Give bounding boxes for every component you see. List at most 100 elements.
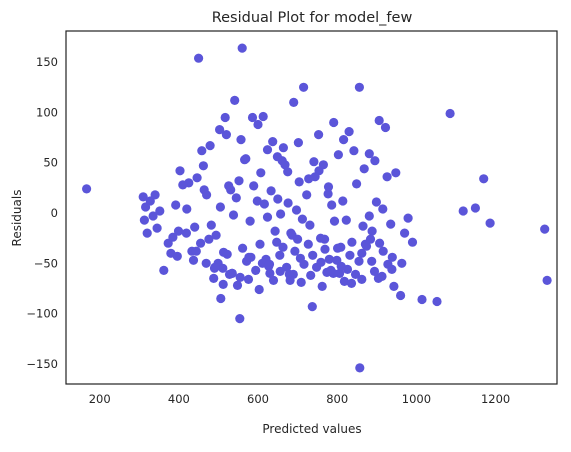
data-point — [540, 224, 550, 234]
data-point — [159, 265, 169, 275]
data-point — [272, 237, 282, 247]
data-point — [396, 290, 406, 301]
data-point — [314, 130, 324, 140]
data-point — [235, 314, 245, 324]
data-point — [370, 156, 380, 166]
data-point — [341, 215, 351, 225]
data-point — [295, 253, 305, 263]
data-point — [338, 196, 348, 206]
data-point — [391, 168, 401, 178]
data-point — [276, 209, 286, 219]
data-point — [82, 184, 92, 194]
data-point — [197, 146, 207, 156]
data-point — [247, 112, 258, 123]
data-point — [479, 174, 489, 184]
data-point — [445, 108, 455, 119]
data-point — [218, 263, 228, 273]
data-point — [237, 43, 247, 53]
data-point — [417, 294, 427, 305]
data-point — [142, 228, 152, 238]
data-point — [355, 363, 365, 373]
data-point — [377, 271, 387, 281]
data-point — [403, 213, 413, 223]
data-point — [333, 150, 343, 160]
data-point — [397, 258, 407, 268]
data-point — [251, 265, 261, 275]
data-point — [150, 190, 160, 200]
data-point — [344, 127, 354, 137]
y-tick-label: −100 — [26, 307, 58, 321]
data-point — [262, 145, 273, 155]
data-point — [318, 160, 328, 170]
data-point — [367, 256, 377, 266]
data-point — [299, 82, 309, 92]
y-tick-label: 100 — [36, 106, 58, 120]
data-point — [329, 117, 339, 128]
data-point — [235, 272, 245, 282]
data-point — [253, 119, 263, 130]
data-point — [400, 228, 410, 238]
data-point — [230, 95, 240, 105]
y-axis-label: Residuals — [10, 190, 24, 247]
data-point — [204, 234, 214, 244]
data-point — [283, 198, 293, 208]
data-point — [293, 234, 303, 244]
data-point — [316, 257, 326, 267]
data-point — [302, 190, 312, 200]
data-point — [241, 154, 251, 164]
data-point — [382, 172, 392, 182]
data-point — [327, 200, 337, 210]
data-point — [339, 276, 349, 286]
data-point — [236, 135, 246, 145]
data-point — [316, 233, 326, 243]
chart-title: Residual Plot for model_few — [212, 10, 413, 26]
data-point — [352, 179, 362, 189]
data-point — [227, 268, 237, 278]
scatter-points — [82, 43, 552, 373]
data-point — [139, 215, 149, 225]
data-point — [275, 266, 285, 276]
data-point — [485, 218, 495, 228]
data-point — [216, 293, 226, 304]
data-point — [234, 176, 244, 186]
data-point — [387, 264, 397, 274]
data-point — [320, 244, 330, 254]
data-point — [192, 173, 202, 183]
data-point — [336, 261, 346, 271]
data-point — [238, 243, 248, 253]
data-point — [265, 268, 275, 278]
data-point — [359, 164, 369, 174]
data-point — [206, 220, 216, 230]
data-point — [268, 275, 279, 285]
data-point — [196, 238, 206, 248]
data-point — [345, 250, 355, 260]
y-axis-ticks: −150 −100 −50 0 50 100 150 — [26, 55, 58, 371]
data-point — [283, 167, 293, 177]
data-point — [305, 220, 315, 230]
data-point — [215, 202, 225, 212]
data-point — [358, 221, 368, 231]
data-point — [347, 237, 357, 247]
data-point — [386, 219, 396, 229]
data-point — [171, 200, 181, 210]
data-point — [215, 125, 225, 135]
data-point — [317, 281, 327, 291]
data-point — [349, 146, 359, 156]
y-tick-label: 0 — [51, 206, 58, 220]
x-tick-label: 1000 — [402, 392, 431, 406]
x-tick-label: 400 — [168, 392, 190, 406]
data-point — [308, 250, 318, 260]
x-tick-label: 200 — [89, 392, 111, 406]
data-point — [209, 273, 219, 283]
data-point — [354, 256, 364, 266]
data-point — [190, 222, 200, 232]
data-point — [258, 111, 268, 122]
data-point — [272, 152, 282, 162]
data-point — [278, 242, 288, 252]
data-point — [243, 274, 254, 284]
data-point — [210, 262, 220, 272]
data-point — [296, 277, 306, 287]
data-point — [262, 212, 273, 222]
